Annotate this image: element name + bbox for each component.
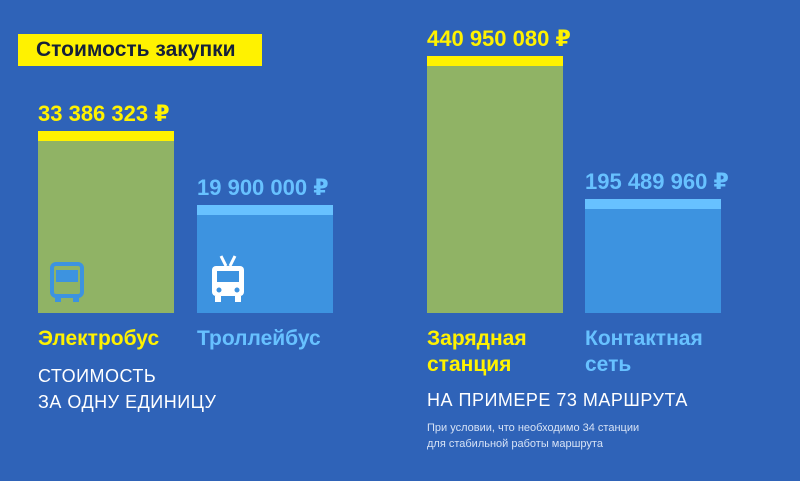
trolleybus-icon <box>209 254 247 309</box>
category-label: сеть <box>585 353 632 376</box>
bar-top-accent <box>585 199 721 209</box>
value-label: 440 950 080 ₽ <box>427 26 571 51</box>
title-highlight <box>18 34 262 66</box>
bar-top-accent <box>38 131 174 141</box>
value-label: 19 900 000 ₽ <box>197 175 329 200</box>
category-label: Зарядная <box>427 327 527 350</box>
bar <box>38 131 174 313</box>
category-label: станция <box>427 353 512 376</box>
bar <box>585 199 721 313</box>
category-label: Электробус <box>38 327 160 350</box>
group-caption: СТОИМОСТЬ <box>38 366 157 386</box>
category-label: Троллейбус <box>197 327 321 350</box>
chart-title: Стоимость закупки <box>36 38 236 61</box>
bar <box>427 56 563 313</box>
footnote: При условии, что необходимо 34 станции <box>427 422 640 434</box>
value-label: 195 489 960 ₽ <box>585 169 729 194</box>
category-label: Контактная <box>585 327 703 350</box>
group-caption: ЗА ОДНУ ЕДИНИЦУ <box>38 392 217 412</box>
footnote: для стабильной работы маршрута <box>427 438 603 450</box>
group-caption: НА ПРИМЕРЕ 73 МАРШРУТА <box>427 390 688 410</box>
bar-top-accent <box>197 205 333 215</box>
value-label: 33 386 323 ₽ <box>38 101 170 126</box>
bar-top-accent <box>427 56 563 66</box>
bus-icon <box>50 262 84 309</box>
